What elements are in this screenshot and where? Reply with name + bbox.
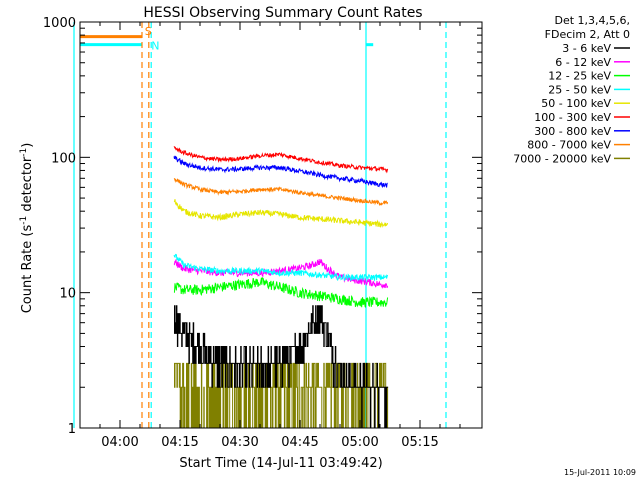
series-line (173, 253, 389, 282)
y-tick-label: 1 (68, 422, 76, 437)
marker-label: N (151, 40, 159, 53)
x-tick-label: 04:45 (281, 435, 318, 450)
series-line (173, 155, 388, 189)
footer-date: 15-Jul-2011 10:09 (564, 468, 636, 477)
legend-label: 50 - 100 keV (541, 97, 611, 110)
marker-label: S (145, 25, 152, 38)
x-axis-ticks: 04:00 04:15 04:30 04:45 05:00 05:15 (99, 22, 461, 450)
legend: Det 1,3,4,5,6, FDecim 2, Att 0 3 - 6 keV… (513, 14, 630, 165)
y-tick-label: 1000 (43, 16, 76, 31)
x-tick-label: 05:15 (401, 435, 438, 450)
y-axis-ticks: 1 10 100 1000 (43, 16, 482, 437)
legend-label: 800 - 7000 keV (527, 139, 611, 152)
series-line (174, 305, 389, 429)
series-line (173, 276, 389, 308)
legend-label: 100 - 300 keV (534, 111, 611, 124)
legend-label: 25 - 50 keV (548, 83, 611, 96)
legend-label: 300 - 800 keV (534, 125, 611, 138)
annotations: SN (145, 25, 160, 52)
plot-frame (79, 21, 483, 429)
legend-header-1: Det 1,3,4,5,6, (554, 14, 630, 27)
x-tick-label: 04:00 (101, 435, 138, 450)
x-tick-label: 05:00 (341, 435, 378, 450)
series-line (173, 146, 389, 174)
y-tick-label: 10 (59, 287, 76, 302)
series-layer (173, 146, 389, 429)
legend-label: 7000 - 20000 keV (513, 152, 611, 165)
axes (79, 21, 483, 429)
x-axis-label: Start Time (14-Jul-11 03:49:42) (179, 456, 382, 471)
legend-label: 6 - 12 keV (555, 56, 611, 69)
legend-label: 12 - 25 keV (548, 70, 611, 83)
chart-title: HESSI Observing Summary Count Rates (143, 5, 422, 21)
x-tick-label: 04:30 (221, 435, 258, 450)
legend-header-2: FDecim 2, Att 0 (545, 28, 630, 41)
series-line (173, 258, 389, 289)
x-tick-label: 04:15 (161, 435, 198, 450)
legend-label: 3 - 6 keV (562, 42, 611, 55)
y-tick-label: 100 (51, 151, 76, 166)
series-line (173, 177, 389, 207)
series-line (173, 199, 389, 229)
y-axis-label: Count Rate (s-1 detector-1) (19, 143, 35, 314)
observing-markers (73, 22, 447, 428)
